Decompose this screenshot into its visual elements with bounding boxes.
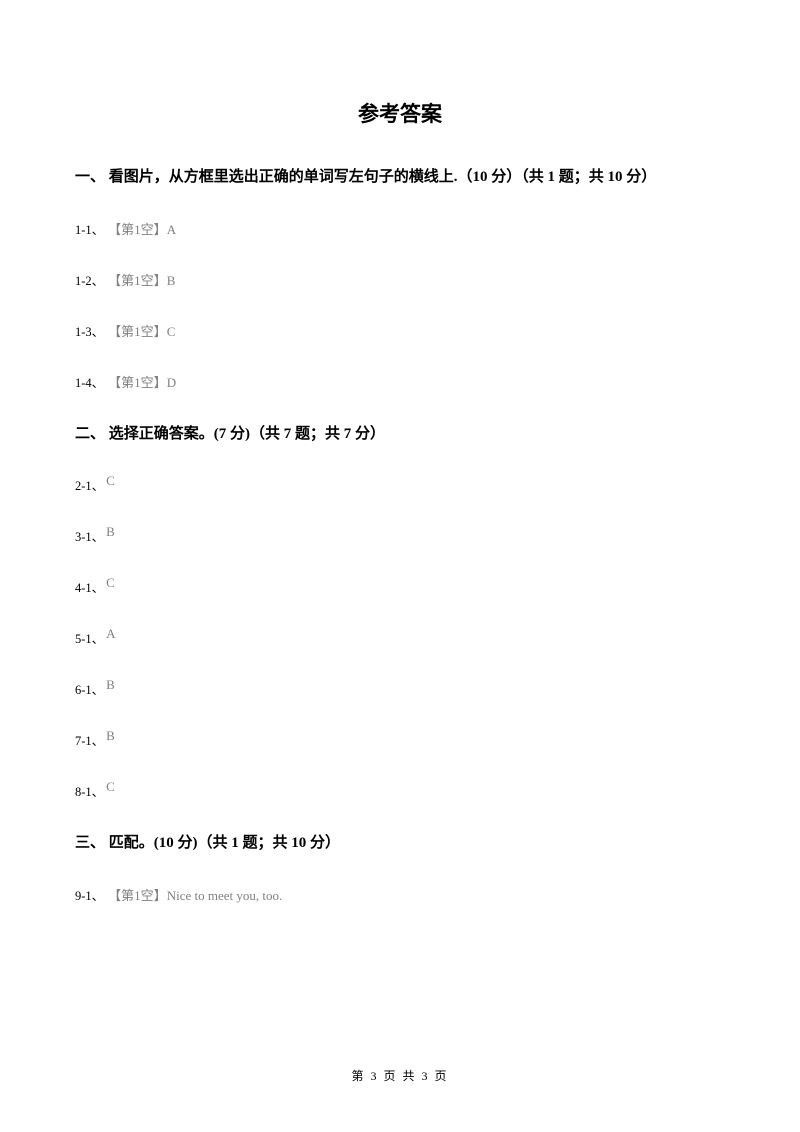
answer-value: 【第1空】A: [108, 219, 176, 238]
answer-row: 1-3、 【第1空】C: [75, 321, 725, 340]
answer-value: A: [106, 626, 115, 642]
answer-row: 1-1、 【第1空】A: [75, 219, 725, 238]
answer-label: 6-1、: [75, 679, 104, 698]
answer-value: B: [106, 728, 115, 744]
answer-row: 6-1、 B: [75, 679, 725, 698]
answer-row: 1-2、 【第1空】B: [75, 270, 725, 289]
answer-label: 7-1、: [75, 730, 104, 749]
answer-label: 1-4、: [75, 372, 104, 391]
answer-value: 【第1空】Nice to meet you, too.: [108, 885, 282, 904]
page-footer: 第 3 页 共 3 页: [0, 1067, 800, 1084]
answer-label: 9-1、: [75, 885, 104, 904]
answer-value: 【第1空】B: [108, 270, 175, 289]
section-2-header: 二、 选择正确答案。(7 分)（共 7 题；共 7 分）: [75, 423, 725, 446]
answer-value: C: [106, 473, 115, 489]
answer-label: 2-1、: [75, 475, 104, 494]
answer-label: 1-1、: [75, 219, 104, 238]
section-1-header: 一、 看图片，从方框里选出正确的单词写左句子的横线上.（10 分）（共 1 题；…: [75, 166, 725, 189]
answer-value: C: [106, 575, 115, 591]
answer-value: 【第1空】D: [108, 372, 176, 391]
answer-row: 7-1、 B: [75, 730, 725, 749]
answer-row: 3-1、 B: [75, 526, 725, 545]
answer-value: 【第1空】C: [108, 321, 175, 340]
answer-row: 9-1、 【第1空】Nice to meet you, too.: [75, 885, 725, 904]
answer-value: C: [106, 779, 115, 795]
answer-row: 5-1、 A: [75, 628, 725, 647]
answer-label: 5-1、: [75, 628, 104, 647]
answer-row: 4-1、 C: [75, 577, 725, 596]
answer-label: 4-1、: [75, 577, 104, 596]
answer-row: 2-1、 C: [75, 475, 725, 494]
answer-label: 1-3、: [75, 321, 104, 340]
answer-label: 1-2、: [75, 270, 104, 289]
page-title: 参考答案: [75, 98, 725, 128]
answer-label: 3-1、: [75, 526, 104, 545]
answer-value: B: [106, 677, 115, 693]
answer-value: B: [106, 524, 115, 540]
answer-row: 8-1、 C: [75, 781, 725, 800]
answer-label: 8-1、: [75, 781, 104, 800]
section-3-header: 三、 匹配。(10 分)（共 1 题；共 10 分）: [75, 832, 725, 855]
answer-row: 1-4、 【第1空】D: [75, 372, 725, 391]
